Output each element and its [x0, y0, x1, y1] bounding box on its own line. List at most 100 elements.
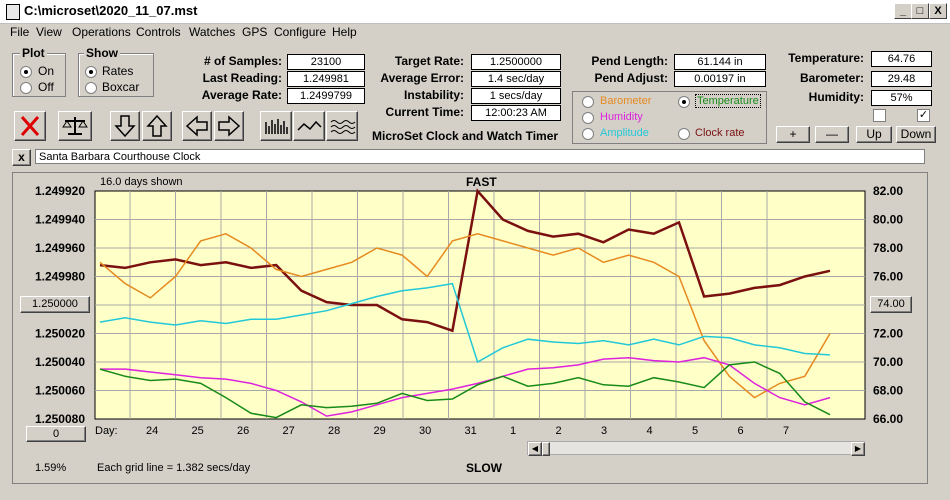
y-left-tick: 1.250080 [35, 412, 85, 426]
plot-group-label: Plot [20, 46, 47, 60]
arrow-up-button[interactable] [142, 111, 172, 141]
samples-label: # of Samples: [203, 54, 282, 68]
x-tick: 7 [783, 425, 789, 437]
rates-label: Rates [102, 64, 134, 78]
menu-help[interactable]: Help [332, 25, 357, 39]
pend-adjust-label: Pend Adjust: [594, 71, 668, 85]
menu-bar: File View Operations Controls Watches GP… [0, 23, 950, 42]
maximize-button[interactable]: □ [911, 3, 929, 19]
bars-icon [265, 119, 288, 134]
x-tick: 5 [692, 425, 698, 437]
scroll-right-icon[interactable]: ▶ [851, 442, 865, 456]
arrow-down-icon [114, 115, 136, 138]
x-tick: 3 [601, 425, 607, 437]
y-right-tick: 70.00 [873, 355, 903, 369]
last-reading-value: 1.249981 [287, 71, 365, 87]
barometer-radio[interactable] [582, 96, 594, 108]
up-button[interactable]: Up [856, 126, 892, 143]
x-tick: 30 [419, 425, 431, 437]
pend-length-value: 61.144 in [674, 54, 766, 70]
x-tick: 31 [465, 425, 477, 437]
line-view-button[interactable] [293, 111, 325, 141]
arrow-right-button[interactable] [214, 111, 244, 141]
checkbox-1[interactable] [873, 109, 886, 122]
x-tick: 6 [738, 425, 744, 437]
average-rate-value: 1.2499799 [287, 88, 365, 104]
x-tick: 24 [146, 425, 158, 437]
plot-off-radio[interactable] [20, 82, 32, 94]
target-rate-label: Target Rate: [394, 54, 464, 68]
sensor-select-box [572, 91, 767, 144]
series-line-barometer [99, 361, 831, 419]
humidity-radio[interactable] [582, 112, 594, 124]
temperature-radio[interactable] [678, 96, 690, 108]
app-icon [6, 4, 20, 20]
y-right-tick: 78.00 [873, 241, 903, 255]
series-lines [99, 188, 831, 419]
window-title: C:\microset\2020_11_07.mst [24, 3, 198, 18]
y-right-tick: 66.00 [873, 412, 903, 426]
smooth-view-button[interactable] [326, 111, 358, 141]
arrow-down-button[interactable] [110, 111, 140, 141]
temperature-option-label: Temperature [695, 94, 761, 108]
slow-label: SLOW [466, 461, 502, 475]
offset-button[interactable]: 0 [26, 426, 86, 442]
center-temp-button[interactable]: 74.00 [870, 296, 912, 313]
menu-gps[interactable]: GPS [242, 25, 268, 39]
amplitude-radio[interactable] [582, 128, 594, 140]
rates-radio[interactable] [85, 66, 97, 78]
percent-label: 1.59% [35, 462, 67, 474]
center-rate-button[interactable]: 1.250000 [20, 296, 90, 313]
x-tick: 1 [510, 425, 516, 437]
series-line-humidity [100, 356, 831, 417]
plot-on-label: On [38, 64, 55, 78]
menu-view[interactable]: View [36, 25, 62, 39]
target-rate-value: 1.2500000 [471, 54, 561, 70]
bar-view-button[interactable] [260, 111, 292, 141]
grid-note-label: Each grid line = 1.382 secs/day [97, 462, 251, 474]
menu-controls[interactable]: Controls [136, 25, 181, 39]
clock-name-input[interactable]: Santa Barbara Courthouse Clock [35, 149, 925, 164]
arrow-left-icon [185, 115, 208, 137]
barometer-label: Barometer: [799, 71, 864, 85]
y-left-tick: 1.249960 [35, 241, 85, 255]
plot-on-radio[interactable] [20, 66, 32, 78]
menu-configure[interactable]: Configure [274, 25, 327, 39]
amplitude-option-label: Amplitude [600, 127, 649, 139]
x-tick: 28 [328, 425, 340, 437]
menu-watches[interactable]: Watches [189, 25, 236, 39]
plus-button[interactable]: + [776, 126, 810, 143]
instability-label: Instability: [403, 88, 464, 102]
temperature-value: 64.76 [871, 51, 932, 67]
fast-label: FAST [466, 175, 497, 189]
minus-button[interactable]: — [815, 126, 849, 143]
checkbox-2[interactable]: ✓ [917, 109, 930, 122]
clock-rate-radio[interactable] [678, 128, 690, 140]
barometer-value: 29.48 [871, 71, 932, 87]
y-right-tick: 82.00 [873, 184, 903, 198]
samples-value: 23100 [287, 54, 365, 70]
red-x-icon [20, 116, 40, 136]
close-button[interactable]: X [929, 3, 947, 19]
arrow-left-button[interactable] [182, 111, 212, 141]
average-error-value: 1.4 sec/day [471, 71, 561, 87]
horizontal-scrollbar[interactable]: ◀ ▶ [527, 441, 865, 456]
series-line-amplitude [99, 282, 831, 364]
balance-button[interactable] [58, 111, 92, 141]
boxcar-radio[interactable] [85, 82, 97, 94]
y-right-tick: 72.00 [873, 327, 903, 341]
menu-operations[interactable]: Operations [72, 25, 131, 39]
clear-clock-button[interactable]: x [12, 149, 31, 166]
stop-button[interactable] [14, 111, 46, 141]
scroll-left-icon[interactable]: ◀ [528, 442, 542, 456]
scroll-thumb[interactable] [542, 442, 550, 456]
menu-file[interactable]: File [10, 25, 30, 39]
average-rate-label: Average Rate: [201, 88, 282, 102]
x-tick: 29 [374, 425, 386, 437]
down-button[interactable]: Down [896, 126, 936, 143]
waves-icon [330, 120, 356, 134]
arrow-right-icon [218, 115, 241, 137]
boxcar-label: Boxcar [102, 80, 140, 94]
humidity-value: 57% [871, 90, 932, 106]
day-axis-label: Day: [95, 425, 118, 437]
